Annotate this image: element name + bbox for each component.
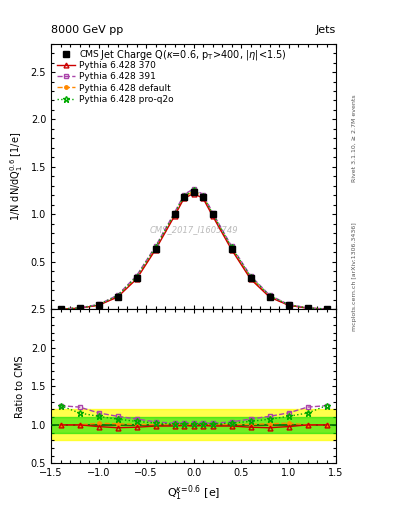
Text: CMS_2017_I1605749: CMS_2017_I1605749 <box>149 225 238 234</box>
Y-axis label: 1/N dN/dQ$_1^{0.6}$ [1/e]: 1/N dN/dQ$_1^{0.6}$ [1/e] <box>8 132 25 221</box>
Bar <box>51 410 336 440</box>
Bar <box>51 417 336 433</box>
Text: Jet Charge Q($\kappa$=0.6, p$_{\rm T}$>400, |$\eta$|<1.5): Jet Charge Q($\kappa$=0.6, p$_{\rm T}$>4… <box>100 48 287 61</box>
Text: mcplots.cern.ch [arXiv:1306.3436]: mcplots.cern.ch [arXiv:1306.3436] <box>352 222 357 331</box>
Y-axis label: Ratio to CMS: Ratio to CMS <box>15 355 25 418</box>
X-axis label: Q$_1^{\kappa\!=\!0.6}$ [e]: Q$_1^{\kappa\!=\!0.6}$ [e] <box>167 484 220 503</box>
Text: Rivet 3.1.10, ≥ 2.7M events: Rivet 3.1.10, ≥ 2.7M events <box>352 94 357 182</box>
Text: Jets: Jets <box>316 25 336 35</box>
Text: 8000 GeV pp: 8000 GeV pp <box>51 25 123 35</box>
Legend: CMS, Pythia 6.428 370, Pythia 6.428 391, Pythia 6.428 default, Pythia 6.428 pro-: CMS, Pythia 6.428 370, Pythia 6.428 391,… <box>54 46 177 108</box>
